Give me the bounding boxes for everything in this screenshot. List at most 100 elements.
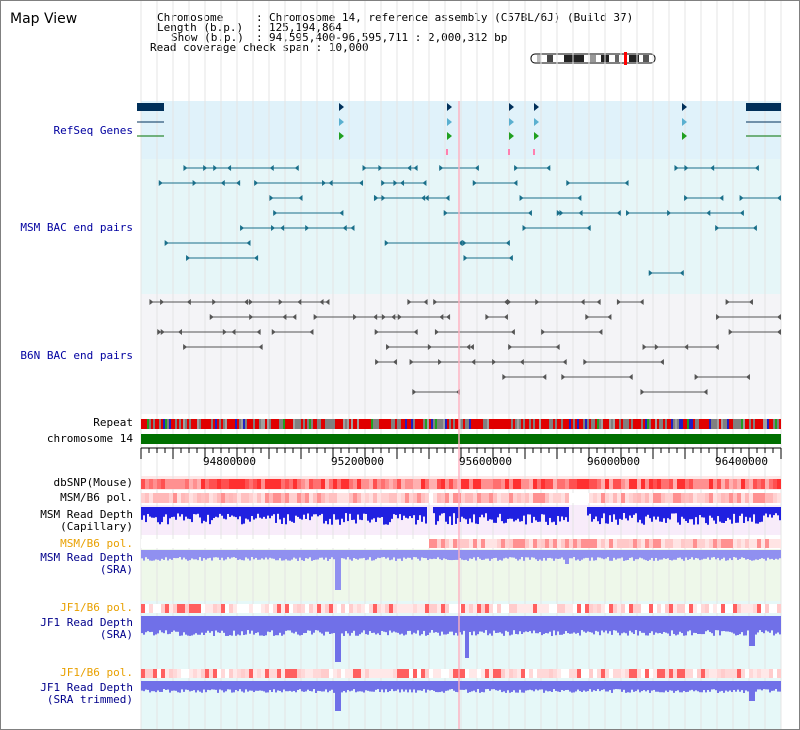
label-msm-b6-pol[interactable]: MSM/B6 pol.	[60, 491, 133, 504]
depth-bin	[621, 507, 623, 520]
chromosome-bar[interactable]	[141, 434, 781, 444]
pol-bin	[213, 669, 217, 678]
repeat-track[interactable]	[141, 419, 781, 429]
repeat-segment	[659, 419, 661, 429]
repeat-segment	[231, 419, 233, 429]
label-msm-bac[interactable]: MSM BAC end pairs	[20, 221, 133, 234]
depth-bin	[773, 507, 775, 516]
pol-bin	[365, 493, 369, 503]
repeat-segment	[155, 419, 157, 429]
depth-bin	[691, 550, 693, 558]
repeat-segment	[651, 419, 653, 429]
label-jf1-depth-trim-2[interactable]: (SRA trimmed)	[46, 693, 133, 706]
pol-bin	[541, 604, 545, 613]
depth-bin	[465, 681, 467, 690]
dbsnp-bin	[545, 479, 549, 489]
pol-bin	[377, 604, 381, 613]
b6n-bac-end-pairs-track[interactable]	[149, 299, 781, 395]
label-jf1-b6-pol[interactable]: JF1/B6 pol.	[60, 601, 133, 614]
pol-bin	[637, 604, 641, 613]
dbsnp-bin	[233, 479, 237, 489]
depth-bin	[621, 550, 623, 558]
pol-bin	[197, 539, 201, 548]
jf1-read-depth-sra-track[interactable]	[141, 616, 781, 662]
depth-bin	[281, 616, 283, 636]
jf1-read-depth-trimmed-track[interactable]	[141, 681, 781, 711]
pol-bin	[661, 539, 665, 548]
depth-bin	[425, 507, 427, 524]
pol-bin	[753, 669, 757, 678]
refseq-genes-track[interactable]	[137, 103, 781, 155]
jf1-b6-pol-track[interactable]	[141, 604, 781, 613]
b6n-bac-end	[585, 314, 590, 320]
depth-bin	[759, 616, 761, 631]
depth-bin	[383, 507, 385, 525]
label-jf1-depth-trim-1[interactable]: JF1 Read Depth	[40, 681, 133, 694]
dbsnp-bin	[461, 479, 465, 489]
b6n-bac-end	[209, 314, 214, 320]
depth-bin	[369, 616, 371, 632]
depth-bin	[357, 616, 359, 636]
label-msm-depth-sra-2[interactable]: (SRA)	[99, 563, 133, 576]
pol-bin	[641, 493, 645, 503]
repeat-segment	[445, 419, 447, 429]
depth-bin	[245, 550, 247, 558]
label-dbsnp[interactable]: dbSNP(Mouse)	[53, 476, 133, 489]
pol-bin	[749, 669, 753, 678]
depth-bin	[453, 550, 455, 560]
pol-bin	[445, 604, 449, 613]
repeat-segment	[631, 419, 633, 429]
depth-bin	[741, 616, 743, 633]
repeat-segment	[709, 419, 711, 429]
pol-bin	[445, 669, 449, 678]
depth-bin	[487, 507, 489, 521]
msm-b6-pol-track-2[interactable]	[141, 539, 781, 548]
depth-bin	[249, 507, 251, 522]
depth-bin	[463, 616, 465, 631]
pol-bin	[145, 539, 149, 548]
repeat-segment	[221, 419, 223, 429]
depth-bin	[709, 681, 711, 692]
depth-bin	[361, 616, 363, 633]
pol-bin	[201, 493, 205, 503]
dbsnp-track[interactable]	[141, 479, 781, 489]
depth-bin	[221, 507, 223, 516]
label-msm-depth-sra-1[interactable]: MSM Read Depth	[40, 551, 133, 564]
depth-bin	[239, 681, 241, 690]
depth-bin	[411, 681, 413, 693]
pol-bin	[649, 604, 653, 613]
depth-bin	[643, 507, 645, 525]
depth-bin	[747, 616, 749, 631]
msm-read-depth-sra-track[interactable]	[141, 550, 781, 590]
depth-bin	[191, 681, 193, 691]
msm-bac-end	[648, 270, 653, 276]
label-msm-depth-cap-1[interactable]: MSM Read Depth	[40, 508, 133, 521]
depth-bin	[477, 507, 479, 525]
depth-bin	[653, 550, 655, 561]
label-jf1-depth-sra-1[interactable]: JF1 Read Depth	[40, 616, 133, 629]
depth-bin	[321, 550, 323, 558]
msm-read-depth-capillary-track[interactable]	[141, 507, 781, 525]
jf1-b6-pol-track-2[interactable]	[141, 669, 781, 678]
pol-bin	[325, 669, 329, 678]
label-jf1-depth-sra-2[interactable]: (SRA)	[99, 628, 133, 641]
label-repeat[interactable]: Repeat	[93, 416, 133, 429]
depth-bin	[689, 681, 691, 691]
depth-bin	[659, 550, 661, 560]
msm-b6-pol-track[interactable]	[141, 493, 781, 503]
label-jf1-b6-pol-2[interactable]: JF1/B6 pol.	[60, 666, 133, 679]
depth-bin	[423, 681, 425, 690]
gene-marker	[682, 118, 687, 126]
label-msm-b6-pol-2[interactable]: MSM/B6 pol.	[60, 537, 133, 550]
pol-bin	[661, 669, 665, 678]
chromosome-ideogram[interactable]	[530, 52, 656, 65]
depth-bin	[471, 507, 473, 523]
label-refseq[interactable]: RefSeq Genes	[53, 124, 133, 137]
depth-bin	[511, 681, 513, 692]
label-msm-depth-cap-2[interactable]: (Capillary)	[60, 520, 133, 533]
b6n-bac-end	[157, 329, 162, 335]
msm-bac-end	[505, 240, 510, 246]
depth-bin	[313, 550, 315, 561]
depth-bin	[275, 507, 277, 523]
label-b6n-bac[interactable]: B6N BAC end pairs	[20, 349, 133, 362]
